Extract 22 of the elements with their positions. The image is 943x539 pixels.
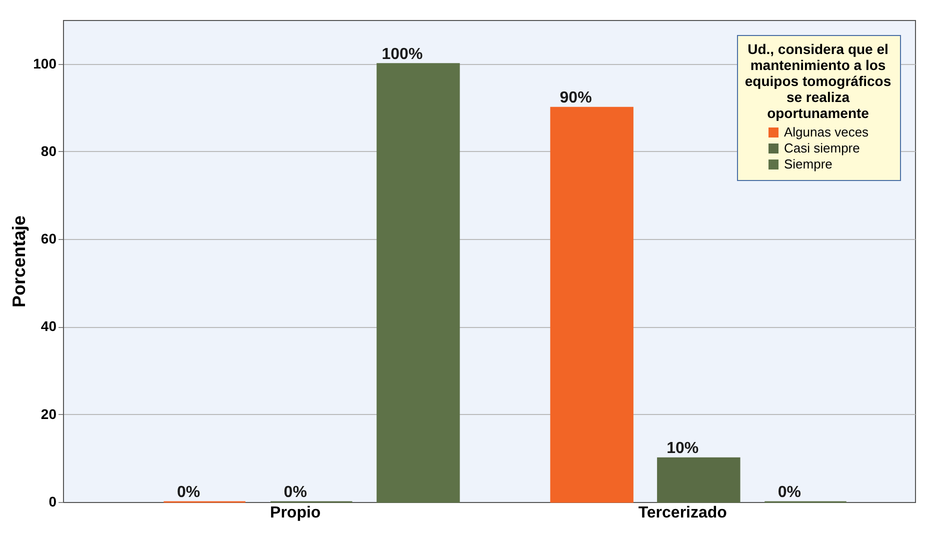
bar xyxy=(550,106,634,503)
y-tick-label: 0 xyxy=(48,494,57,510)
y-tick-label: 20 xyxy=(40,406,57,422)
bar xyxy=(376,63,460,503)
y-tick-label: 100 xyxy=(33,55,57,72)
x-tick-label: Propio xyxy=(270,504,321,522)
data-label: 100% xyxy=(382,46,423,63)
data-label: 0% xyxy=(778,484,802,501)
legend-label: Algunas veces xyxy=(784,124,870,140)
x-tick-label: Tercerizado xyxy=(638,504,728,522)
bar xyxy=(657,457,740,503)
y-tick-label: 60 xyxy=(40,230,57,247)
legend-label: Siempre xyxy=(784,156,832,172)
data-label: 10% xyxy=(666,440,699,458)
data-label: 0% xyxy=(176,484,200,501)
y-tick-label: 40 xyxy=(40,318,57,334)
y-tick-label: 80 xyxy=(40,142,57,159)
y-axis-title: Porcentaje xyxy=(9,215,30,308)
data-label: 0% xyxy=(284,484,307,501)
legend-label: Casi siempre xyxy=(784,140,860,156)
data-label: 90% xyxy=(560,90,592,107)
legend-title: Ud., considera que el mantenimiento a los equipos tomográficos se realiza oportunamente xyxy=(744,41,892,121)
